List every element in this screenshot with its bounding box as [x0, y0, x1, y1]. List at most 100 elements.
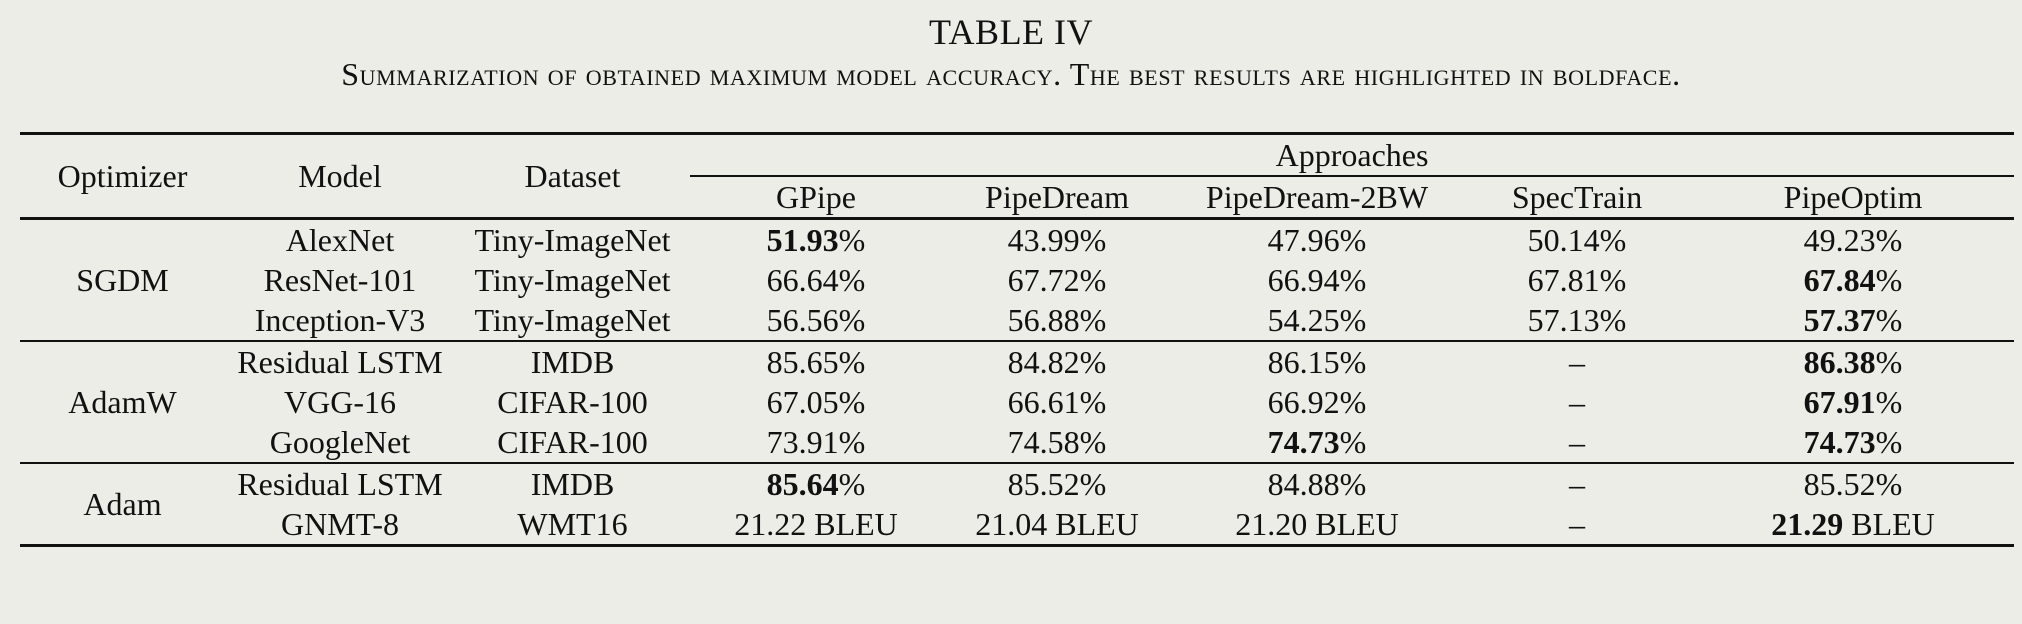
value: 56.88	[1007, 302, 1080, 338]
unit: %	[1875, 302, 1903, 338]
unit: %	[1079, 424, 1107, 460]
value: –	[1569, 384, 1585, 420]
unit: %	[1599, 262, 1627, 298]
unit: %	[1339, 302, 1367, 338]
unit: BLEU	[1843, 506, 1935, 542]
accuracy-cell: 49.23%	[1692, 219, 2014, 261]
unit: %	[1339, 222, 1367, 258]
results-body: SGDM AlexNet Tiny-ImageNet 51.93% 43.99% 47.9…	[20, 218, 2015, 546]
optimizer-cell: SGDM	[76, 262, 169, 298]
accuracy-cell: 67.05%	[690, 382, 942, 422]
optimizer-cell: AdamW	[68, 384, 177, 420]
value: 67.05	[766, 384, 839, 420]
unit: %	[1875, 222, 1903, 258]
best-value: 85.64	[766, 466, 839, 502]
unit: %	[1339, 424, 1367, 460]
accuracy-cell: 86.38%	[1692, 341, 2014, 382]
accuracy-cell: 66.64%	[690, 260, 942, 300]
model-cell: GoogleNet	[269, 424, 411, 460]
value: 21.04	[975, 506, 1048, 542]
table-row: AdamW Residual LSTM IMDB 85.65% 84.82% 86.15%…	[20, 341, 2015, 420]
table-row: GoogleNet CIFAR-100 73.91% 74.58% 74.73% –74.…	[20, 422, 2014, 463]
dataset-cell: Tiny-ImageNet	[474, 222, 671, 258]
value: 21.22	[734, 506, 807, 542]
accuracy-cell: 21.20 BLEU	[1172, 504, 1462, 546]
header-approaches: Approaches	[690, 133, 2015, 177]
table-row: VGG-16 CIFAR-100 67.05% 66.61% 66.92% –67.91%	[20, 382, 2014, 422]
unit: %	[1339, 384, 1367, 420]
unit: %	[1079, 302, 1107, 338]
accuracy-cell: 66.94%	[1172, 260, 1462, 300]
value: 66.92	[1267, 384, 1340, 420]
table-row: SGDM AlexNet Tiny-ImageNet 51.93% 43.99% 47.9…	[20, 218, 2015, 298]
table-caption-title: TABLE IV	[928, 12, 1094, 52]
unit: %	[1339, 262, 1367, 298]
header-method-pipedream: PipeDream	[985, 179, 1129, 215]
best-value: 86.38	[1803, 344, 1876, 380]
value: –	[1569, 424, 1585, 460]
value: 85.52	[1803, 466, 1876, 502]
accuracy-cell: –	[1462, 341, 1692, 382]
value: –	[1569, 344, 1585, 380]
unit: %	[838, 424, 866, 460]
unit: %	[1079, 262, 1107, 298]
table-caption-subtitle: Summarization of obtained maximum model …	[341, 56, 1681, 92]
unit: %	[1875, 466, 1903, 502]
value: 85.52	[1007, 466, 1080, 502]
accuracy-cell: 86.15%	[1172, 341, 1462, 382]
dataset-cell: IMDB	[530, 466, 615, 502]
unit: %	[1875, 262, 1903, 298]
unit: BLEU	[1307, 506, 1399, 542]
accuracy-cell: 54.25%	[1172, 300, 1462, 341]
value: –	[1569, 466, 1585, 502]
value: 84.88	[1267, 466, 1340, 502]
accuracy-cell: 67.91%	[1692, 382, 2014, 422]
accuracy-cell: 85.65%	[690, 341, 942, 382]
accuracy-cell: 51.93%	[690, 219, 942, 261]
results-table: Optimizer Model Dataset Approaches GPipe…	[20, 132, 2015, 547]
accuracy-cell: –	[1462, 463, 1692, 504]
unit: %	[838, 384, 866, 420]
accuracy-cell: 85.52%	[942, 463, 1172, 504]
value: 21.20	[1235, 506, 1308, 542]
accuracy-cell: 47.96%	[1172, 219, 1462, 261]
accuracy-cell: 21.29 BLEU	[1692, 504, 2014, 546]
model-cell: VGG-16	[284, 384, 396, 420]
best-value: 74.73	[1803, 424, 1876, 460]
accuracy-cell: 85.52%	[1692, 463, 2014, 504]
accuracy-cell: 57.37%	[1692, 300, 2014, 341]
accuracy-cell: 56.56%	[690, 300, 942, 341]
value: 85.65	[766, 344, 839, 380]
unit: BLEU	[806, 506, 898, 542]
unit: %	[1339, 466, 1367, 502]
unit: %	[1079, 344, 1107, 380]
value: 73.91	[766, 424, 839, 460]
unit: BLEU	[1047, 506, 1139, 542]
method-header-row: GPipe PipeDream PipeDream-2BW SpecTrain Pipe…	[20, 176, 2015, 219]
model-cell: ResNet-101	[263, 262, 417, 298]
accuracy-cell: 21.04 BLEU	[942, 504, 1172, 546]
header-optimizer: Optimizer	[20, 133, 225, 220]
model-cell: AlexNet	[285, 222, 395, 258]
value: 66.64	[766, 262, 839, 298]
accuracy-cell: 66.61%	[942, 382, 1172, 422]
best-value: 57.37	[1803, 302, 1876, 338]
accuracy-cell: 67.84%	[1692, 260, 2014, 300]
table-row: GNMT-8 WMT16 21.22 BLEU 21.04 BLEU 21.20 BLE…	[20, 504, 2015, 546]
value: 66.94	[1267, 262, 1340, 298]
value: 50.14	[1527, 222, 1600, 258]
unit: %	[1875, 384, 1903, 420]
model-cell: Residual LSTM	[237, 466, 443, 502]
accuracy-cell: 85.64%	[690, 463, 942, 504]
value: 56.56	[766, 302, 839, 338]
table-row: Inception-V3 Tiny-ImageNet 56.56% 56.88% 54.…	[20, 300, 2014, 341]
unit: %	[838, 466, 866, 502]
value: 86.15	[1267, 344, 1340, 380]
best-value: 51.93	[766, 222, 839, 258]
value: 84.82	[1007, 344, 1080, 380]
table-row: ResNet-101 Tiny-ImageNet 66.64% 67.72% 66.94…	[20, 260, 2014, 300]
best-value: 21.29	[1771, 506, 1844, 542]
accuracy-cell: 84.82%	[942, 341, 1172, 382]
accuracy-cell: 66.92%	[1172, 382, 1462, 422]
